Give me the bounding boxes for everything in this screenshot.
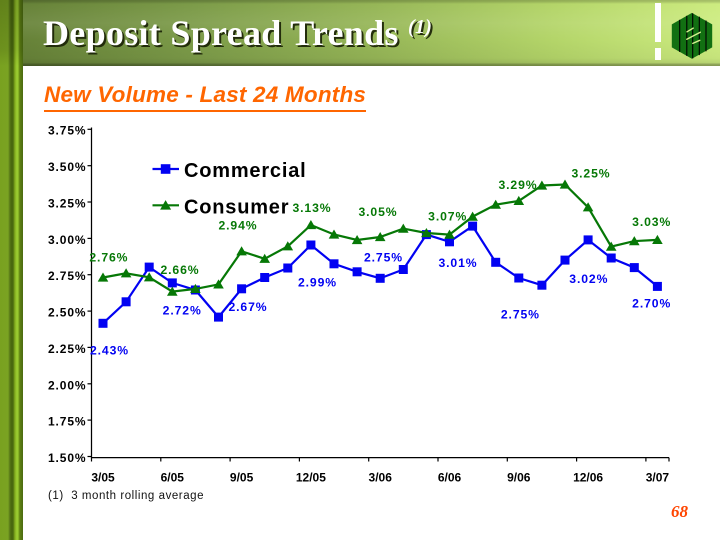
svg-text:2.72%: 2.72% — [163, 304, 202, 318]
svg-text:3.25%: 3.25% — [571, 166, 610, 180]
svg-text:2.67%: 2.67% — [228, 300, 267, 314]
svg-text:2.25%: 2.25% — [48, 342, 87, 356]
svg-text:3.29%: 3.29% — [498, 178, 537, 192]
svg-text:3.05%: 3.05% — [358, 205, 397, 219]
svg-text:9/05: 9/05 — [230, 471, 254, 485]
svg-text:2.50%: 2.50% — [48, 306, 87, 320]
svg-text:2.00%: 2.00% — [48, 378, 87, 392]
svg-text:2.70%: 2.70% — [632, 297, 671, 311]
svg-text:1.50%: 1.50% — [48, 451, 87, 465]
svg-text:2.43%: 2.43% — [90, 344, 129, 358]
svg-text:Consumer: Consumer — [184, 196, 289, 218]
svg-text:12/06: 12/06 — [573, 471, 603, 485]
svg-text:2.75%: 2.75% — [48, 269, 87, 283]
svg-text:1.75%: 1.75% — [48, 415, 87, 429]
svg-text:3.07%: 3.07% — [428, 209, 467, 223]
svg-text:3.50%: 3.50% — [48, 160, 87, 174]
svg-text:2.76%: 2.76% — [89, 250, 128, 264]
svg-text:3/07: 3/07 — [646, 471, 670, 485]
svg-text:3/05: 3/05 — [91, 471, 115, 485]
svg-text:12/05: 12/05 — [296, 471, 326, 485]
svg-text:3.25%: 3.25% — [48, 196, 87, 210]
svg-text:3.02%: 3.02% — [569, 272, 608, 286]
svg-text:2.99%: 2.99% — [298, 276, 337, 290]
svg-text:3.13%: 3.13% — [292, 201, 331, 215]
svg-text:9/06: 9/06 — [507, 471, 531, 485]
svg-text:2.66%: 2.66% — [160, 263, 199, 277]
svg-text:6/06: 6/06 — [438, 471, 462, 485]
svg-text:2.75%: 2.75% — [501, 308, 540, 322]
svg-text:3.75%: 3.75% — [48, 124, 87, 138]
svg-text:2.75%: 2.75% — [364, 251, 403, 265]
svg-text:Commercial: Commercial — [184, 160, 307, 182]
svg-text:3/06: 3/06 — [369, 471, 393, 485]
svg-text:3.00%: 3.00% — [48, 233, 87, 247]
svg-text:2.94%: 2.94% — [218, 219, 257, 233]
svg-text:3.03%: 3.03% — [632, 215, 671, 229]
svg-text:3.01%: 3.01% — [438, 256, 477, 270]
svg-text:6/05: 6/05 — [161, 471, 185, 485]
